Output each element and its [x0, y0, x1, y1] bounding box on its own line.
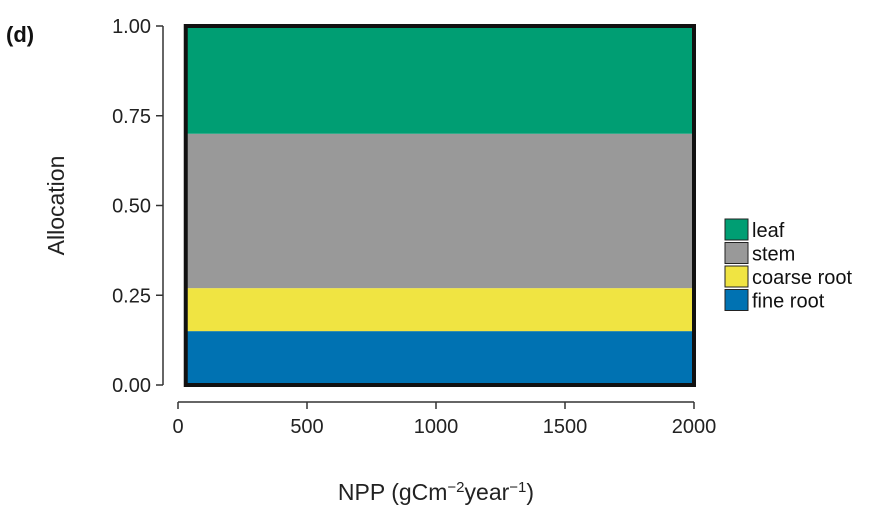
x-tick-label: 1500 — [543, 416, 588, 438]
x-axis-title-mid: year — [465, 479, 510, 505]
x-tick-label: 2000 — [672, 416, 717, 438]
y-tick-label: 0.50 — [112, 196, 151, 218]
y-tick-label: 0.00 — [112, 375, 151, 397]
stacked-areas — [183, 24, 697, 387]
x-axis-title-sup2: −1 — [509, 479, 526, 496]
x-axis-title-end: ) — [526, 479, 534, 505]
legend-label-coarse-root: coarse root — [752, 267, 852, 289]
legend-label-stem: stem — [752, 244, 795, 266]
y-axis-title: Allocation — [43, 156, 69, 256]
panel-label: (d) — [6, 22, 34, 47]
x-tick-label: 500 — [290, 416, 323, 438]
y-tick-label: 1.00 — [112, 16, 151, 38]
axes: 0.00 0.25 0.50 0.75 1.00 0 500 1000 1500 2000 — [112, 16, 716, 438]
y-tick-label: 0.75 — [112, 106, 151, 128]
y-tick-label: 0.25 — [112, 285, 151, 307]
x-axis-title-base: NPP (gCm — [338, 479, 448, 505]
legend-label-fine-root: fine root — [752, 291, 825, 313]
area-coarse-root — [185, 288, 695, 332]
legend-swatch-leaf — [724, 218, 749, 241]
area-stem — [185, 133, 695, 289]
area-outline — [183, 24, 697, 387]
x-axis-title-sup1: −2 — [447, 479, 464, 496]
x-axis-title: NPP (gCm−2year−1) — [338, 479, 534, 506]
legend-swatch-fine-root — [724, 289, 749, 311]
legend-label-leaf: leaf — [752, 220, 785, 242]
area-leaf — [185, 26, 695, 134]
x-tick-label: 0 — [172, 416, 183, 438]
legend-swatch-stem — [724, 242, 749, 264]
area-fine-root — [185, 331, 695, 385]
legend-swatch-coarse-root — [724, 265, 749, 288]
x-tick-label: 1000 — [414, 416, 459, 438]
